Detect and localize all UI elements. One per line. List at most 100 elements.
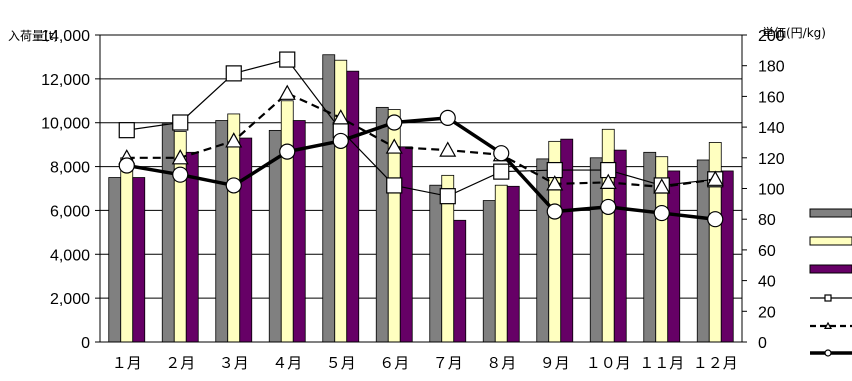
bar xyxy=(185,151,199,343)
x-tick-label: ７月 xyxy=(433,354,463,372)
bar xyxy=(132,177,146,343)
y2-tick-label: 40 xyxy=(758,274,776,291)
x-tick-label: ８月 xyxy=(486,354,516,372)
square-marker xyxy=(172,114,189,131)
triangle-marker xyxy=(385,138,403,154)
y-tick-label: 4,000 xyxy=(50,247,90,264)
bar xyxy=(494,184,508,343)
square-marker xyxy=(225,65,242,82)
circle-marker xyxy=(439,109,456,126)
y-tick-label: 8,000 xyxy=(50,160,90,177)
triangle-marker xyxy=(653,178,671,194)
triangle-marker xyxy=(278,84,296,100)
triangle-marker xyxy=(332,109,350,125)
bar xyxy=(667,170,681,343)
legend-swatch xyxy=(809,208,852,218)
series-line xyxy=(126,92,716,189)
square-marker xyxy=(439,188,456,205)
triangle-marker xyxy=(439,141,457,157)
y-tick-label: 2,000 xyxy=(50,291,90,308)
y-tick-label: 0 xyxy=(81,335,90,352)
y2-tick-label: 100 xyxy=(758,182,785,199)
bar xyxy=(506,185,520,343)
y2-tick-label: 200 xyxy=(758,28,785,45)
bar xyxy=(120,157,134,343)
square-marker xyxy=(279,51,296,68)
y2-tick-label: 140 xyxy=(758,120,785,137)
y-tick-label: 14,000 xyxy=(41,28,90,45)
x-tick-label: ３月 xyxy=(219,354,249,372)
bar xyxy=(346,70,360,343)
bar xyxy=(482,200,496,343)
bar xyxy=(399,146,413,343)
x-tick-label: ４月 xyxy=(272,354,302,372)
gridlines xyxy=(100,78,742,299)
circle-marker xyxy=(824,349,832,357)
triangle-marker xyxy=(706,170,724,186)
circle-marker xyxy=(386,114,403,131)
legend xyxy=(809,208,852,357)
series-line xyxy=(126,116,716,221)
lines xyxy=(118,51,724,228)
circle-marker xyxy=(172,166,189,183)
circle-marker xyxy=(225,177,242,194)
x-tick-label: １１月 xyxy=(639,354,684,372)
y2-tick-label: 0 xyxy=(758,335,767,352)
bar xyxy=(589,157,603,343)
circle-marker xyxy=(332,132,349,150)
bar xyxy=(429,184,443,343)
y2-tick-label: 20 xyxy=(758,304,776,321)
bars xyxy=(108,54,734,343)
y2-tick-label: 80 xyxy=(758,212,776,229)
square-marker xyxy=(386,177,403,194)
triangle-marker xyxy=(225,132,243,148)
circle-marker xyxy=(653,204,670,222)
bar xyxy=(720,170,734,343)
y2-tick-label: 180 xyxy=(758,59,785,76)
square-marker xyxy=(824,294,832,302)
x-tick-label: ９月 xyxy=(540,354,570,372)
circle-marker xyxy=(707,211,724,228)
bar xyxy=(161,123,175,343)
triangle-marker xyxy=(599,173,617,189)
x-tick-label: ２月 xyxy=(165,354,195,372)
bar xyxy=(613,149,627,343)
bar xyxy=(601,128,615,343)
bar xyxy=(334,59,348,343)
triangle-marker xyxy=(823,321,833,329)
triangle-marker xyxy=(171,149,189,165)
x-tick-label: ５月 xyxy=(326,354,356,372)
y-axis-label: 入荷量(t) xyxy=(8,29,58,43)
triangle-marker xyxy=(546,175,564,191)
x-tick-label: １０月 xyxy=(586,354,631,372)
x-tick-label: １月 xyxy=(112,354,142,372)
bar xyxy=(227,113,241,343)
x-tick-label: ６月 xyxy=(379,354,409,372)
bar xyxy=(239,137,253,343)
square-marker xyxy=(118,122,135,139)
square-marker xyxy=(493,163,510,180)
bar xyxy=(215,120,229,343)
y2-axis-label: 単価(円/kg) xyxy=(762,26,826,40)
y2-tick-label: 60 xyxy=(758,243,776,260)
y-tick-label: 6,000 xyxy=(50,203,90,220)
circle-marker xyxy=(279,143,296,160)
circle-marker xyxy=(546,203,563,220)
x-tick-label: １２月 xyxy=(693,354,738,372)
circle-marker xyxy=(600,198,617,216)
bar xyxy=(108,177,122,343)
circle-marker xyxy=(118,157,135,174)
bar xyxy=(322,54,336,343)
y-tick-label: 10,000 xyxy=(41,116,90,133)
circle-marker xyxy=(493,145,510,162)
legend-swatch xyxy=(809,236,852,246)
y2-tick-label: 120 xyxy=(758,151,785,168)
legend-swatch xyxy=(809,264,852,274)
y2-tick-label: 160 xyxy=(758,89,785,106)
bar xyxy=(453,219,467,343)
series-line xyxy=(126,58,716,197)
y-tick-label: 12,000 xyxy=(41,72,90,89)
bar xyxy=(536,158,550,343)
